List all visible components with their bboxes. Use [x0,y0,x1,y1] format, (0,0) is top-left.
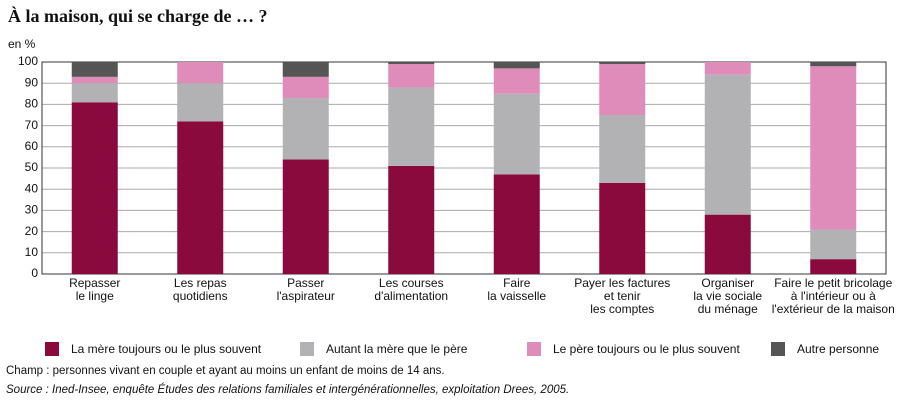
bar-segment [704,74,751,215]
x-tick-label: Les courses d'alimentation [374,276,448,303]
bar-segment [599,62,646,65]
legend-swatch [45,342,59,356]
bar-segment [71,76,118,84]
x-tick-label: Faire la vaisselle [487,276,546,303]
bar-segment [810,229,857,260]
y-tick-label: 20 [25,224,39,238]
bar-segment [493,174,540,274]
legend-label: Autant la mère que le père [326,342,468,356]
bar-segment [493,68,540,94]
x-tick-label: Payer les factures et tenir les comptes [574,276,670,316]
bar-segment [71,102,118,274]
x-tick-label: Repasser le linge [69,276,120,303]
y-tick-label: 60 [25,139,39,153]
bar-segment [177,83,224,122]
bar-segment [282,98,329,160]
y-tick-label: 80 [25,97,39,111]
y-tick-label: 0 [31,266,38,280]
legend-swatch [527,342,541,356]
bar-segment [282,76,329,99]
bar-segment [71,83,118,103]
bar-segment [704,214,751,274]
bar-segment [388,87,435,166]
bar-segment [810,259,857,274]
legend-label: La mère toujours ou le plus souvent [71,342,262,356]
legend-label: Autre personne [797,342,879,356]
bar-segment [282,159,329,274]
y-tick-label: 10 [25,245,39,259]
legend-label: Le père toujours ou le plus souvent [553,342,740,356]
legend-swatch [771,342,785,356]
y-tick-label: 50 [25,160,39,174]
bar-segment [599,115,646,183]
bar-segment [704,62,751,75]
bar-segment [810,66,857,230]
bar-segment [282,62,329,77]
bar-segment [493,62,540,69]
bar-segment [599,64,646,115]
bar-segment [177,121,224,274]
bar-segment [599,182,646,274]
legend-swatch [300,342,314,356]
x-tick-label: Organiser la vie sociale du ménage [693,276,762,316]
note: Champ : personnes vivant en couple et ay… [6,365,445,377]
bar-segment [177,62,224,84]
y-tick-label: 30 [25,203,39,217]
y-tick-label: 70 [25,118,39,132]
bar-segment [388,165,435,274]
x-tick-label: Passer l'aspirateur [277,276,335,303]
plot-frame [41,61,887,275]
x-tick-label: Faire le petit bricolage à l'intérieur ou… [772,276,895,316]
chart-title: À la maison, qui se charge de … ? [8,5,268,26]
bar-segment [71,62,118,77]
bar-segment [388,64,435,88]
y-tick-label: 100 [18,54,38,68]
y-axis-label: en % [8,37,36,51]
y-tick-label: 40 [25,181,39,195]
y-tick-label: 90 [25,75,39,89]
bar-segment [493,93,540,175]
source: Source : Ined-Insee, enquête Études des … [6,383,569,396]
bar-segment [810,62,857,67]
bar-segment [388,62,435,65]
x-tick-label: Les repas quotidiens [173,276,228,303]
